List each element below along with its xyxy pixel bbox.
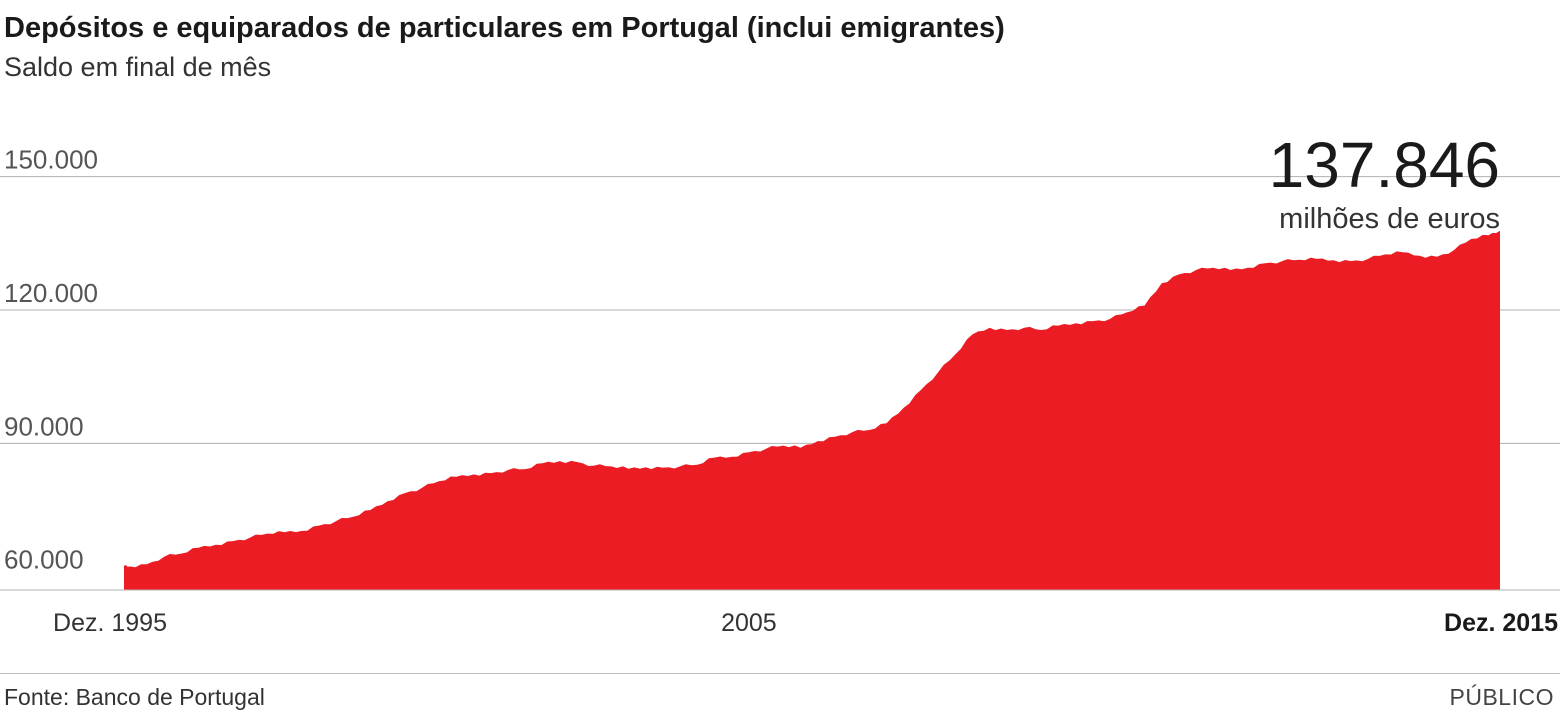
deposits-area	[124, 230, 1500, 590]
footer-divider	[0, 673, 1560, 674]
area-chart: 60.000 90.000 120.000 150.000 Dez. 1995 2005…	[0, 129, 1560, 637]
chart-subtitle: Saldo em final de mês	[4, 52, 272, 82]
y-tick-label: 120.000	[4, 278, 98, 308]
y-tick-label: 90.000	[4, 411, 84, 441]
source-note: Fonte: Banco de Portugal	[4, 684, 265, 710]
x-tick-label: Dez. 2015	[1444, 609, 1558, 637]
y-tick-label: 150.000	[4, 145, 98, 175]
chart-title: Depósitos e equiparados de particulares …	[4, 12, 1005, 44]
last-value-unit: milhões de euros	[1279, 203, 1500, 235]
publisher-logo: PÚBLICO	[1449, 684, 1554, 710]
x-axis-ticks: Dez. 1995 2005 Dez. 2015	[53, 609, 1558, 637]
last-value-callout: 137.846	[1269, 129, 1500, 201]
y-tick-label: 60.000	[4, 545, 84, 575]
x-tick-label: Dez. 1995	[53, 609, 167, 637]
x-tick-label: 2005	[721, 609, 777, 637]
y-axis-ticks: 60.000 90.000 120.000 150.000	[4, 145, 98, 575]
